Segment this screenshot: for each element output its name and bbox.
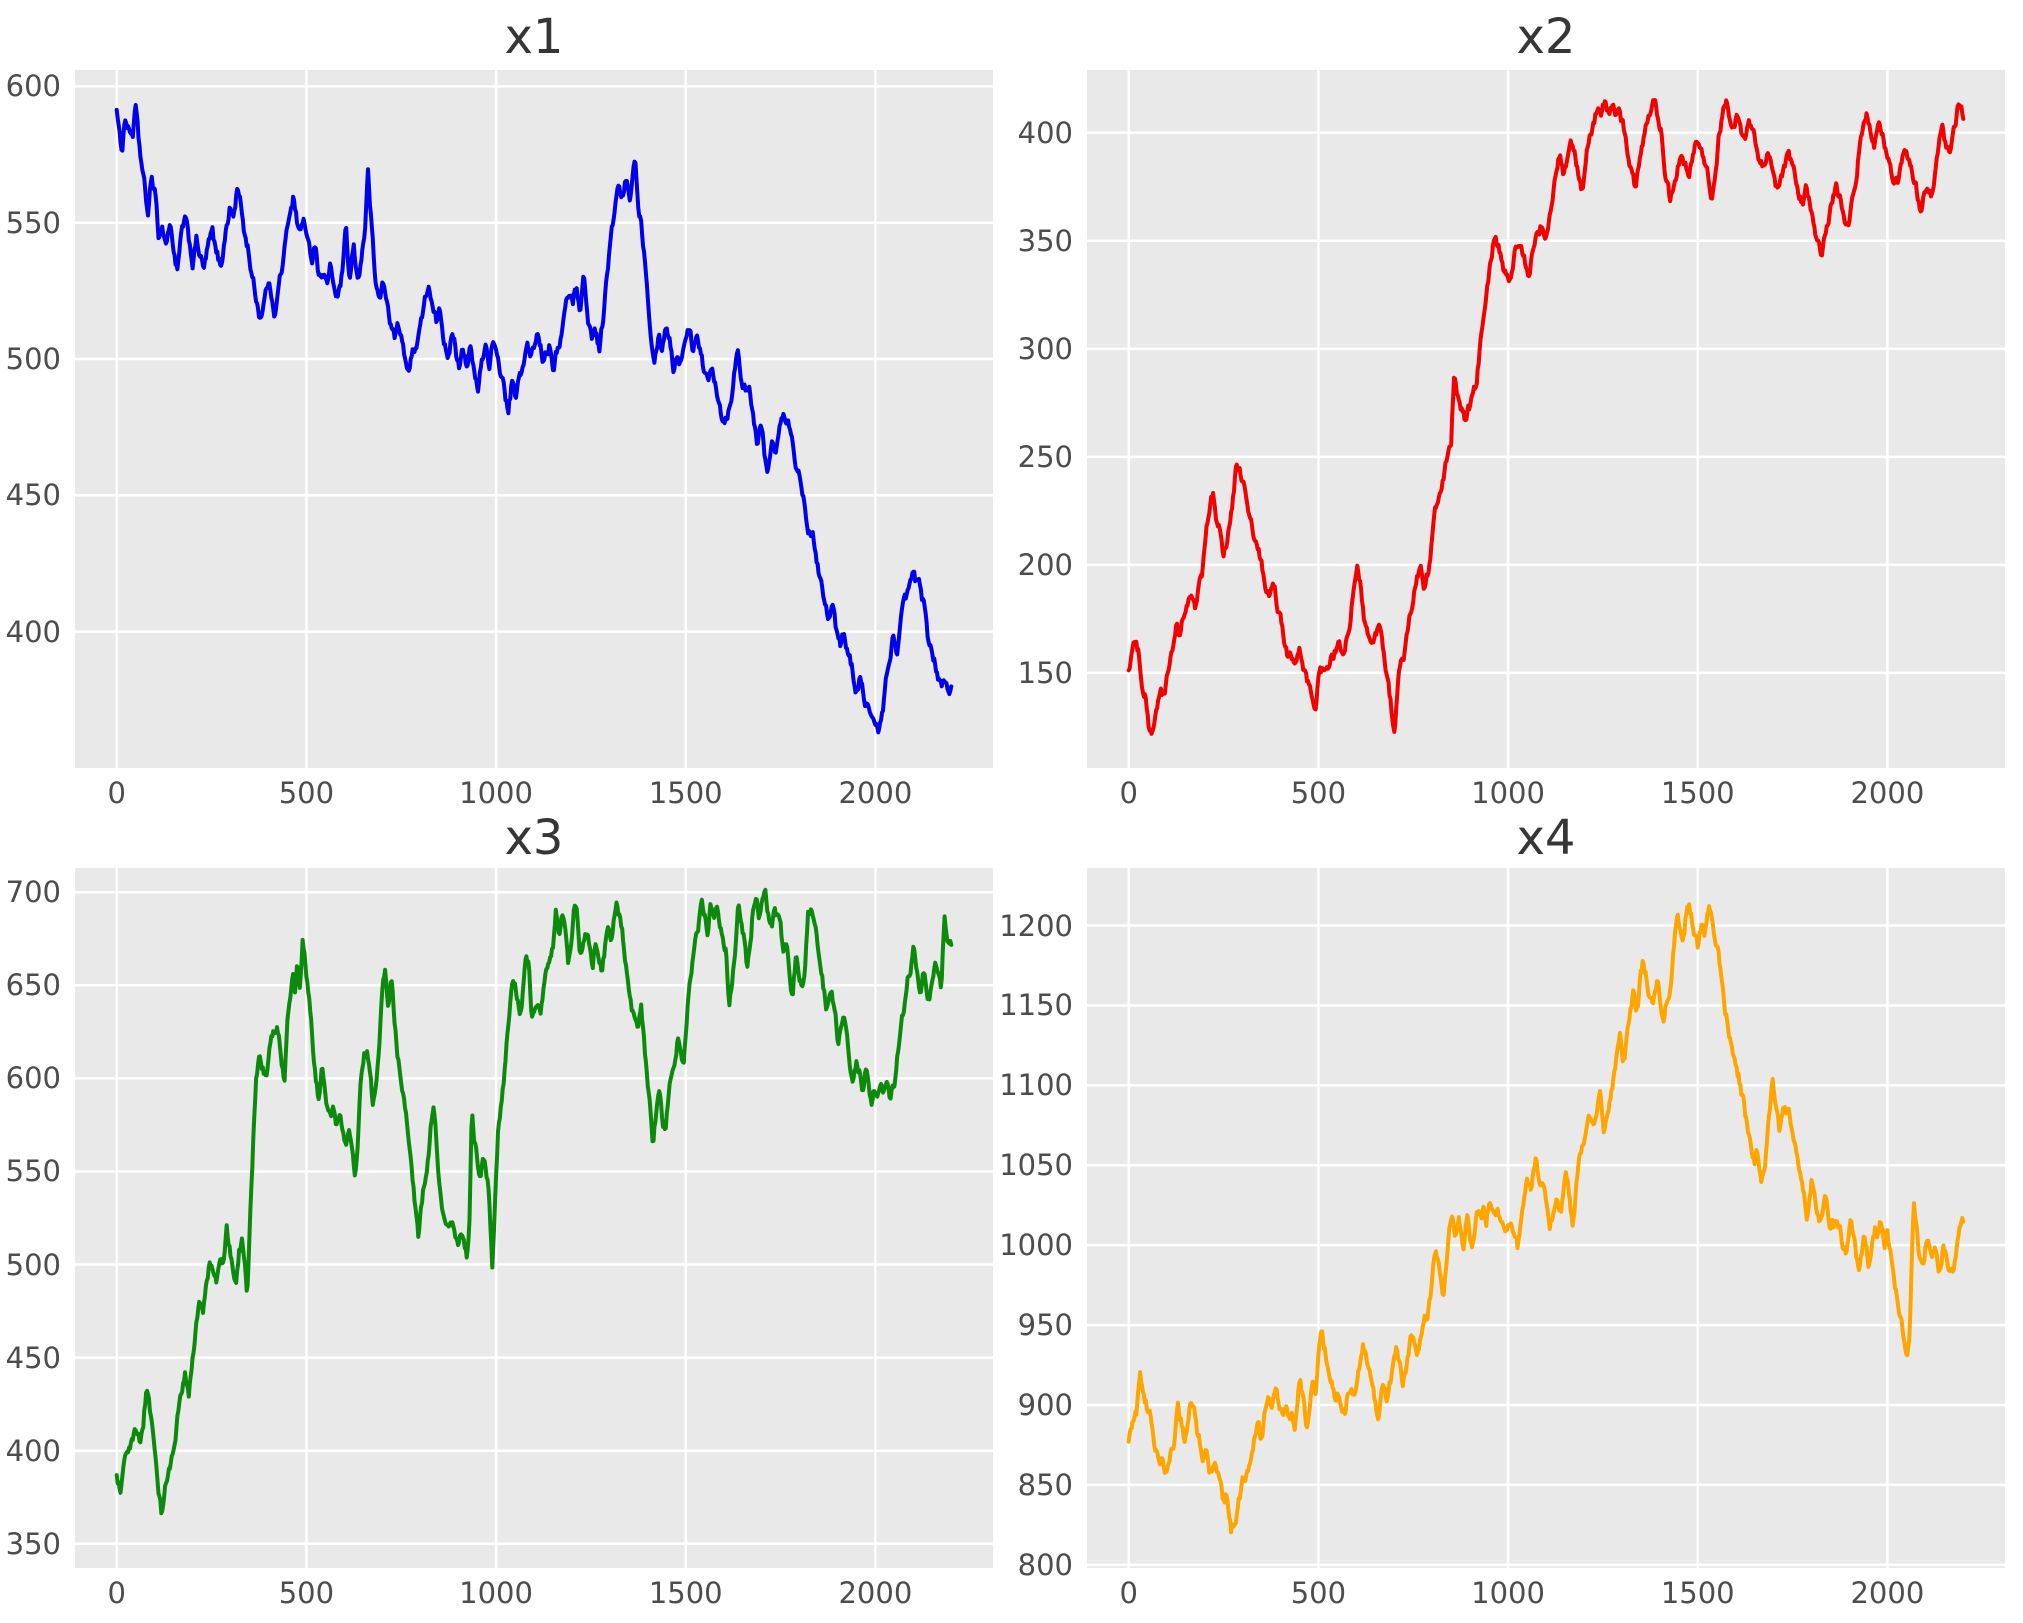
x-tick-label: 1000: [1471, 1576, 1545, 1610]
x-tick-label: 1500: [1660, 776, 1735, 810]
x-tick-label: 500: [1290, 1576, 1347, 1610]
y-tick-label: 1000: [999, 1228, 1073, 1263]
x-tick-label: 1000: [459, 776, 533, 810]
y-tick-label: 600: [5, 1061, 61, 1096]
x-tick-label: 0: [107, 776, 126, 810]
x-tick-label: 1000: [459, 1576, 533, 1610]
chart-title: x4: [1516, 810, 1576, 866]
chart-svg-x4: [1087, 868, 2005, 1568]
chart-title: x2: [1516, 9, 1576, 65]
y-tick-label: 300: [1017, 331, 1073, 366]
x-tick-label: 1500: [648, 776, 723, 810]
y-tick-label: 850: [1017, 1467, 1073, 1502]
y-tick-label: 1150: [999, 988, 1073, 1023]
y-tick-label: 450: [5, 478, 61, 513]
x-tick-label: 1500: [1660, 1576, 1735, 1610]
x-tick-label: 500: [278, 1576, 335, 1610]
plot-background: [1087, 868, 2005, 1568]
chart-svg-x2: [1087, 70, 2005, 768]
y-tick-label: 500: [5, 1247, 61, 1282]
series-line-x1: [114, 103, 954, 735]
y-tick-label: 800: [1017, 1547, 1073, 1582]
plot-area-x3: [75, 868, 993, 1568]
y-tick-label: 1050: [999, 1148, 1073, 1183]
plot-background: [75, 868, 993, 1568]
y-tick-label: 350: [1017, 223, 1073, 258]
y-tick-label: 500: [5, 342, 61, 377]
y-tick-label: 1200: [999, 908, 1073, 943]
x-tick-label: 0: [107, 1576, 126, 1610]
y-tick-label: 350: [5, 1526, 61, 1561]
x-tick-label: 0: [1119, 776, 1138, 810]
series-line-x2: [1126, 98, 1966, 736]
y-tick-label: 650: [5, 968, 61, 1003]
plot-background: [75, 70, 993, 768]
subplot-x4: x4 800 850 900 950 1000 1050 1100 1150 1200 0 500 1…: [999, 810, 2023, 1623]
plot-area-x4: [1087, 868, 2005, 1568]
plot-area-x2: [1087, 70, 2005, 768]
x-tick-label: 500: [278, 776, 335, 810]
y-tick-label: 150: [1017, 655, 1073, 690]
y-tick-label: 600: [5, 69, 61, 104]
plot-background: [1087, 70, 2005, 768]
y-tick-label: 250: [1017, 439, 1073, 474]
chart-title: x1: [504, 9, 564, 65]
x-tick-label: 2000: [1850, 1576, 1925, 1610]
plot-area-x1: [75, 70, 993, 768]
x-tick-label: 0: [1119, 1576, 1138, 1610]
x-tick-label: 1000: [1471, 776, 1545, 810]
chart-title: x3: [504, 810, 564, 866]
subplot-x3: x3 350 400 450 500 550 600 650 700 0 500 1000 1500 2…: [0, 810, 1011, 1623]
x-tick-label: 1500: [648, 1576, 723, 1610]
subplot-x1: x1 400 450 500 550 600 0 500 1000 1500 2000: [0, 0, 1011, 811]
y-tick-label: 400: [5, 614, 61, 649]
subplot-x2: x2 150 200 250 300 350 400 0 500 1000 1500 2000: [1011, 0, 2023, 811]
chart-svg-x1: [75, 70, 993, 768]
y-tick-label: 700: [5, 875, 61, 910]
y-tick-label: 200: [1017, 547, 1073, 582]
y-tick-label: 550: [5, 205, 61, 240]
x-tick-label: 2000: [838, 1576, 913, 1610]
y-tick-label: 400: [5, 1433, 61, 1468]
x-tick-label: 2000: [1850, 776, 1925, 810]
y-tick-label: 1100: [999, 1068, 1073, 1103]
y-tick-label: 400: [1017, 115, 1073, 150]
y-tick-label: 950: [1017, 1308, 1073, 1343]
y-tick-label: 900: [1017, 1387, 1073, 1422]
x-tick-label: 2000: [838, 776, 913, 810]
series-line-x4: [1126, 902, 1966, 1535]
chart-svg-x3: [75, 868, 993, 1568]
series-line-x3: [114, 887, 954, 1516]
x-tick-label: 500: [1290, 776, 1347, 810]
y-tick-label: 550: [5, 1154, 61, 1189]
y-tick-label: 450: [5, 1340, 61, 1375]
